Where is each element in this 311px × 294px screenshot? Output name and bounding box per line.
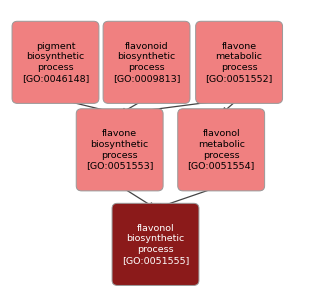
FancyBboxPatch shape	[196, 21, 282, 103]
Text: flavonoid
biosynthetic
process
[GO:0009813]: flavonoid biosynthetic process [GO:00098…	[113, 42, 180, 83]
Text: flavonol
biosynthetic
process
[GO:0051555]: flavonol biosynthetic process [GO:005155…	[122, 224, 189, 265]
Text: flavone
biosynthetic
process
[GO:0051553]: flavone biosynthetic process [GO:0051553…	[86, 129, 153, 171]
Text: flavone
metabolic
process
[GO:0051552]: flavone metabolic process [GO:0051552]	[205, 42, 273, 83]
FancyBboxPatch shape	[112, 203, 199, 285]
FancyBboxPatch shape	[103, 21, 190, 103]
FancyBboxPatch shape	[76, 109, 163, 191]
Text: flavonol
metabolic
process
[GO:0051554]: flavonol metabolic process [GO:0051554]	[188, 129, 255, 171]
FancyBboxPatch shape	[178, 109, 265, 191]
Text: pigment
biosynthetic
process
[GO:0046148]: pigment biosynthetic process [GO:0046148…	[22, 42, 89, 83]
FancyBboxPatch shape	[12, 21, 99, 103]
